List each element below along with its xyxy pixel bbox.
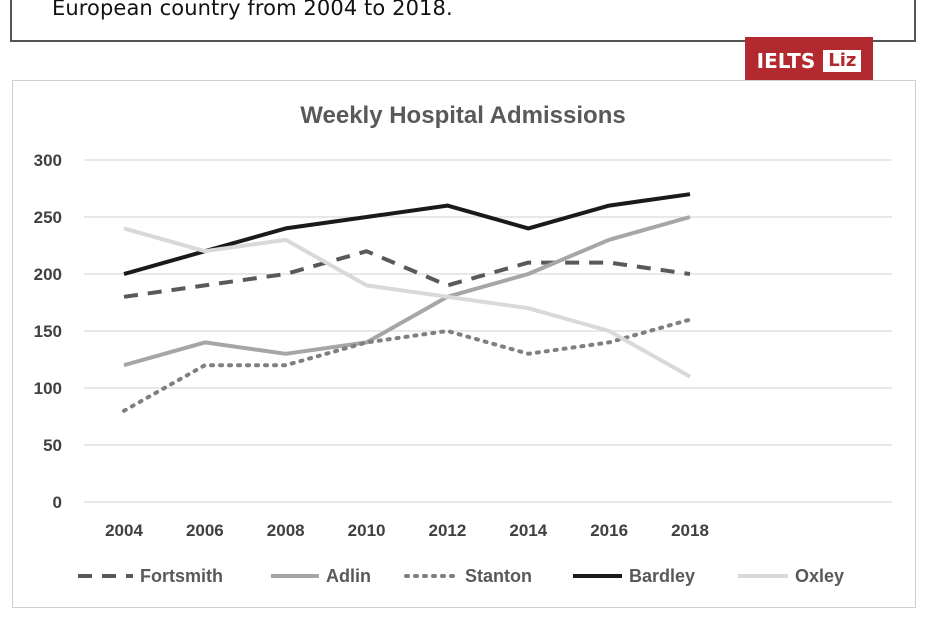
chart-frame (12, 80, 916, 608)
brand-label: IELTS (756, 49, 816, 73)
caption-text: European country from 2004 to 2018. (52, 0, 453, 20)
x-tick-label: 2010 (348, 521, 386, 540)
legend: Fortsmith Adlin Stanton Bardley Oxley (78, 566, 844, 586)
legend-label-adlin: Adlin (326, 566, 371, 586)
brand-badge: Liz (823, 50, 862, 72)
x-tick-label: 2016 (590, 521, 628, 540)
y-tick-label: 300 (34, 151, 62, 170)
series-line-stanton (122, 317, 692, 413)
x-tick-label: 2004 (105, 521, 143, 540)
y-tick-label: 200 (34, 265, 62, 284)
x-tick-label: 2014 (509, 521, 547, 540)
chart-title: Weekly Hospital Admissions (300, 102, 625, 129)
x-axis-ticks: 2004 2006 2008 2010 2012 2014 2016 2018 (105, 521, 709, 540)
series-layer (122, 192, 692, 413)
caption-box: European country from 2004 to 2018. (10, 0, 916, 42)
x-tick-label: 2018 (671, 521, 709, 540)
legend-label-bardley: Bardley (629, 566, 695, 586)
x-tick-label: 2006 (186, 521, 224, 540)
y-tick-label: 100 (34, 379, 62, 398)
ielts-liz-logo: IELTS Liz (745, 37, 873, 85)
series-line-oxley (123, 226, 691, 379)
x-tick-label: 2012 (429, 521, 467, 540)
y-tick-label: 50 (43, 436, 62, 455)
grid-layer (84, 159, 892, 503)
series-line-bardley (123, 192, 691, 276)
y-tick-label: 250 (34, 208, 62, 227)
legend-label-oxley: Oxley (795, 566, 844, 586)
legend-label-fortsmith: Fortsmith (140, 566, 223, 586)
x-tick-label: 2008 (267, 521, 305, 540)
legend-label-stanton: Stanton (465, 566, 532, 586)
y-tick-label: 150 (34, 322, 62, 341)
y-axis-ticks: 0 50 100 150 200 250 300 (34, 151, 62, 512)
series-line-adlin (123, 215, 691, 368)
y-tick-label: 0 (53, 493, 62, 512)
series-line-fortsmith (123, 249, 691, 299)
